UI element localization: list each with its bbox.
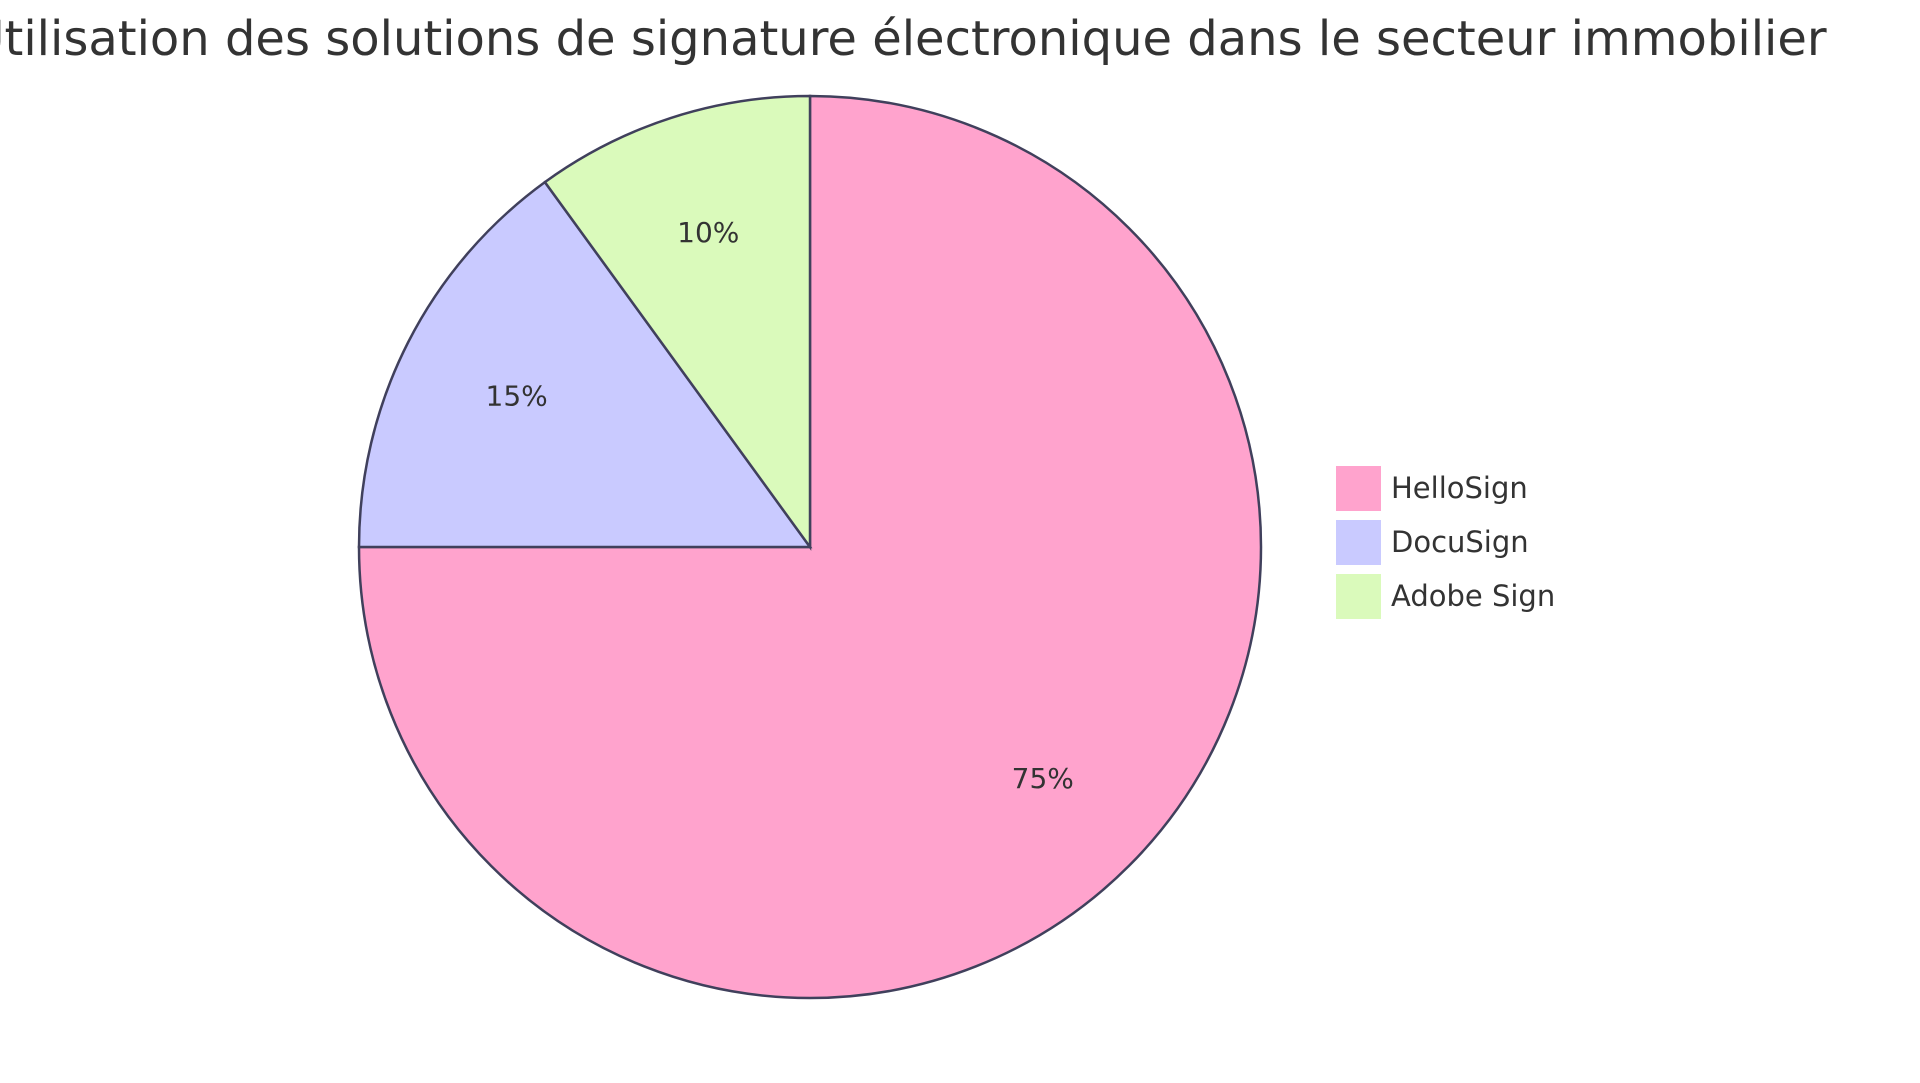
legend-label: DocuSign: [1391, 525, 1529, 559]
legend-label: Adobe Sign: [1391, 579, 1555, 613]
pie-slice: [543, 94, 812, 551]
pie-slice: [357, 180, 813, 549]
slice-label: 15%: [486, 380, 548, 413]
slice-label: 10%: [677, 216, 739, 249]
legend-swatch: [1336, 466, 1381, 511]
chart-title: Utilisation des solutions de signature é…: [0, 11, 1827, 67]
legend-swatch: [1336, 520, 1381, 565]
pie-slice: [357, 94, 1263, 1000]
legend-swatch: [1336, 574, 1381, 619]
slice-label: 75%: [1012, 762, 1074, 795]
legend-label: HelloSign: [1391, 471, 1528, 505]
